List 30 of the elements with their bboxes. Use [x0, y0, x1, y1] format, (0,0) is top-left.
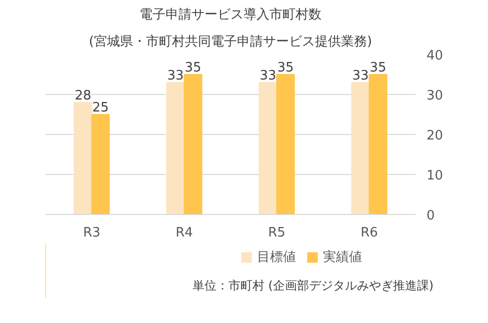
bar [351, 82, 370, 214]
legend-label: 実績値 [323, 249, 362, 266]
data-label: 33 [260, 68, 276, 84]
x-tick-label: R4 [176, 226, 193, 240]
data-label: 35 [184, 60, 202, 76]
x-tick-label: R3 [83, 226, 100, 240]
bar [368, 74, 388, 214]
bar [74, 102, 92, 214]
data-label: 35 [370, 60, 386, 76]
bar [166, 82, 185, 214]
data-label: 33 [167, 68, 184, 84]
y-tick-label: 0 [426, 208, 435, 224]
data-label: 33 [352, 68, 369, 84]
y-tick-label: 10 [426, 168, 444, 184]
bar [184, 74, 202, 214]
text: 単位：市町村 (企画部デジタルみやぎ推進課) [192, 278, 434, 292]
bar [258, 82, 278, 214]
bar [91, 114, 110, 214]
data-label: 35 [277, 60, 294, 76]
chart-subtitle: (宮城県・市町村共同電子申請サービス提供業務) [88, 34, 372, 50]
y-tick-label: 20 [426, 128, 444, 144]
chart-title: 電子申請サービス導入市町村数 [140, 8, 322, 22]
y-tick-label: 40 [426, 48, 444, 64]
x-tick-label: R5 [268, 226, 286, 240]
data-label: 28 [74, 88, 92, 104]
y-tick-label: 30 [426, 88, 444, 104]
bar [276, 74, 295, 214]
x-tick-label: R6 [360, 226, 378, 240]
data-label: 25 [92, 100, 109, 116]
legend-label: 目標値 [257, 249, 296, 266]
